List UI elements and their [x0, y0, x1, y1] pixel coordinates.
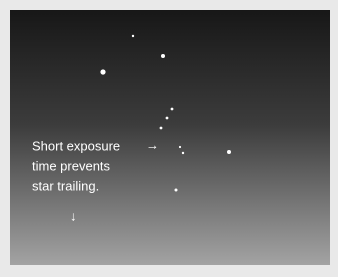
star: [179, 146, 181, 148]
star: [100, 69, 105, 74]
arrow-right: →: [146, 137, 159, 152]
star: [182, 152, 184, 154]
star: [160, 127, 163, 130]
star: [166, 117, 169, 120]
star: [132, 35, 134, 37]
arrow-down: ↓: [70, 208, 77, 223]
star: [171, 108, 174, 111]
annotation-line: star trailing.: [32, 178, 99, 193]
page: Short exposure time prevents star traili…: [0, 0, 338, 277]
annotation-line: time prevents: [32, 158, 111, 173]
star: [227, 150, 231, 154]
annotation-line: Short exposure: [32, 138, 120, 153]
star: [175, 189, 178, 192]
illustration: Short exposure time prevents star traili…: [0, 0, 338, 277]
star: [161, 54, 165, 58]
